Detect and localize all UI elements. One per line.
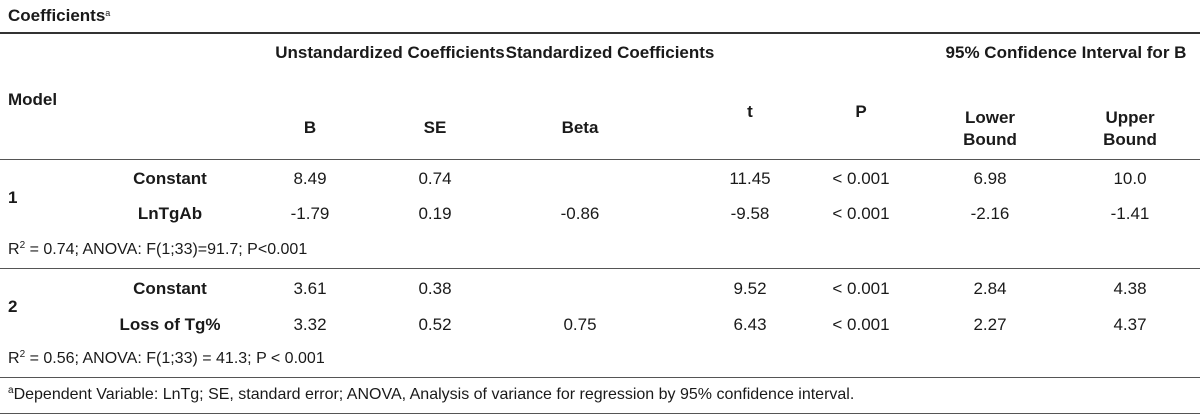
footnote-mark: a [8, 385, 14, 396]
model-1-row-2-upper: -1.41 [1110, 204, 1150, 223]
header-model: Model [8, 90, 58, 109]
header-upper-bound: Upper Bound [1103, 108, 1157, 149]
model-1-row-1-p: < 0.001 [832, 169, 890, 188]
model-1-row-1-se: 0.74 [418, 169, 452, 188]
header-b: B [303, 118, 317, 137]
header-standardized-coefficients: Standardized Coefficients [505, 43, 715, 62]
model-1-row-1-name: Constant [133, 169, 207, 188]
model-1-row-2-p: < 0.001 [832, 204, 890, 223]
model-2-row-2-upper: 4.37 [1113, 315, 1147, 334]
model-2-row-2-b: 3.32 [293, 315, 327, 334]
header-se: SE [423, 118, 447, 137]
model-2-row-2-p: < 0.001 [832, 315, 890, 334]
model-1-row-2-t: -9.58 [730, 204, 770, 223]
model-1-row-2-name: LnTgAb [137, 204, 203, 223]
model-2-summary-squared: 2 [19, 349, 26, 360]
model-2-summary-r: R [8, 350, 20, 367]
header-unstandardized-coefficients: Unstandardized Coefficients [275, 43, 505, 62]
model-2-id: 2 [8, 297, 18, 316]
footnote-text: Dependent Variable: LnTg; SE, standard e… [13, 386, 855, 403]
header-p: P [855, 102, 867, 121]
model-2-summary: R2 = 0.56; ANOVA: F(1;33) = 41.3; P < 0.… [8, 349, 325, 368]
model-1-summary-text: = 0.74; ANOVA: F(1;33)=91.7; P<0.001 [25, 241, 308, 258]
model-2-summary-text: = 0.56; ANOVA: F(1;33) = 41.3; P < 0.001 [25, 350, 325, 367]
header-bottom-rule [0, 159, 1200, 160]
model-2-row-1-t: 9.52 [733, 279, 767, 298]
model-1-summary: R2 = 0.74; ANOVA: F(1;33)=91.7; P<0.001 [8, 240, 308, 259]
footnote-bottom-rule [0, 413, 1200, 414]
model-2-row-1-se: 0.38 [418, 279, 452, 298]
model-1-row-2-se: 0.19 [418, 204, 452, 223]
table-title: Coefficientsa [8, 6, 110, 26]
model-2-row-2-beta: 0.75 [563, 315, 597, 334]
model-1-id: 1 [8, 188, 18, 207]
table-footnote: aDependent Variable: LnTg; SE, standard … [8, 385, 855, 404]
top-rule [0, 32, 1200, 34]
model-2-row-2-lower: 2.27 [973, 315, 1007, 334]
model-1-summary-r: R [8, 241, 20, 258]
model-1-row-2-b: -1.79 [290, 204, 330, 223]
model-2-row-1-upper: 4.38 [1113, 279, 1147, 298]
model-2-bottom-rule [0, 377, 1200, 378]
model-2-row-1-b: 3.61 [293, 279, 327, 298]
model-1-row-2-lower: -2.16 [970, 204, 1010, 223]
header-confidence-interval: 95% Confidence Interval for B [945, 43, 1187, 62]
model-1-row-1-b: 8.49 [293, 169, 327, 188]
header-t: t [747, 102, 753, 121]
table-title-footnote-mark: a [105, 8, 111, 18]
header-beta: Beta [561, 118, 599, 137]
model-1-row-1-t: 11.45 [729, 169, 771, 188]
model-1-row-2-beta: -0.86 [560, 204, 600, 223]
header-lower-bound: Lower Bound [963, 108, 1017, 149]
table-title-text: Coefficients [8, 6, 106, 25]
model-2-row-1-name: Constant [133, 279, 207, 298]
model-1-row-1-upper: 10.0 [1113, 169, 1147, 188]
model-2-row-1-lower: 2.84 [973, 279, 1007, 298]
model-1-row-1-lower: 6.98 [973, 169, 1007, 188]
model-2-row-1-p: < 0.001 [832, 279, 890, 298]
model-2-row-2-se: 0.52 [418, 315, 452, 334]
model-2-row-2-t: 6.43 [733, 315, 767, 334]
model-1-summary-squared: 2 [19, 240, 26, 251]
model-1-bottom-rule [0, 268, 1200, 269]
model-2-row-2-name: Loss of Tg% [119, 315, 221, 334]
